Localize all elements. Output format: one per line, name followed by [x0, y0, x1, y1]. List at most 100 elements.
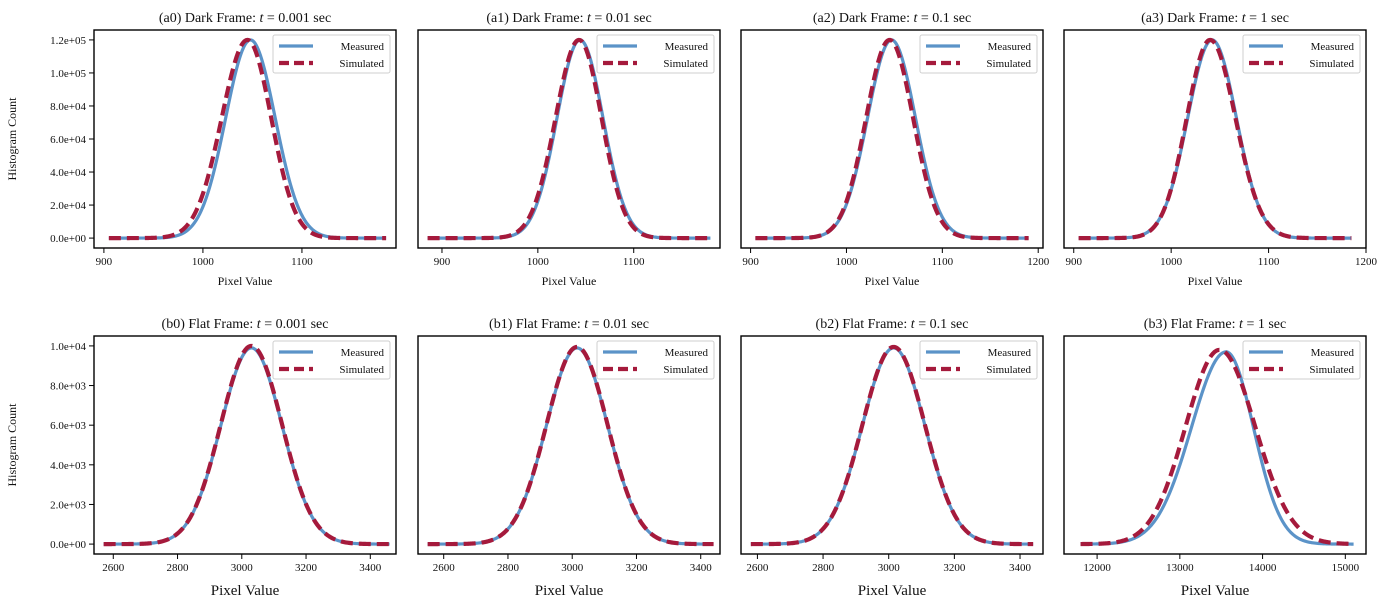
legend-label-measured: Measured [341, 347, 385, 359]
x-tick-label: 1200 [1027, 256, 1050, 268]
legend: Measured Simulated [596, 34, 715, 74]
x-tick-label: 1100 [1258, 256, 1280, 268]
legend-label-measured: Measured [1311, 347, 1355, 359]
legend: Measured Simulated [919, 340, 1038, 380]
x-tick-label: 2800 [497, 562, 520, 574]
series-simulated [102, 343, 391, 547]
y-tick-label: 1.2e+05 [50, 35, 86, 47]
chart-title: (b1) Flat Frame: t = 0.01 sec [489, 317, 649, 332]
x-tick-label: 3200 [625, 562, 648, 574]
x-tick-label: 1000 [835, 256, 858, 268]
x-tick-label: 900 [434, 256, 451, 268]
x-tick-label: 12000 [1083, 562, 1111, 574]
x-tick-label: 3000 [878, 562, 901, 574]
x-tick-label: 3200 [943, 562, 966, 574]
x-tick-label: 3400 [1009, 562, 1032, 574]
legend: Measured Simulated [1242, 34, 1361, 74]
x-tick-label: 15000 [1332, 562, 1360, 574]
x-tick-label: 1000 [192, 256, 215, 268]
x-tick-label: 900 [96, 256, 113, 268]
x-tick-label: 1100 [291, 256, 313, 268]
axes-frame [1063, 335, 1367, 555]
x-tick-label: 2800 [167, 562, 190, 574]
x-tick-label: 3400 [690, 562, 713, 574]
legend-label-simulated: Simulated [1309, 58, 1354, 70]
legend-label-measured: Measured [988, 41, 1032, 53]
y-tick-label: 0.0e+00 [50, 539, 86, 551]
series-measured [108, 38, 387, 240]
x-tick-label: 3000 [231, 562, 254, 574]
series-simulated [426, 37, 712, 241]
y-tick-label: 4.0e+03 [50, 460, 86, 472]
y-tick-label: 1.0e+05 [50, 68, 86, 80]
axes-frame [740, 29, 1044, 249]
series-measured [1078, 38, 1352, 240]
y-tick-label: 1.0e+04 [50, 341, 86, 353]
x-axis-label: Pixel Value [1188, 274, 1243, 288]
axes-frame [417, 29, 721, 249]
chart-title: (a2) Dark Frame: t = 0.1 sec [813, 11, 971, 26]
series-simulated [754, 37, 1030, 241]
legend-label-simulated: Simulated [986, 364, 1031, 376]
legend-label-simulated: Simulated [986, 58, 1031, 70]
x-tick-label: 13000 [1166, 562, 1194, 574]
y-tick-label: 2.0e+03 [50, 499, 86, 511]
axes-frame [740, 335, 1044, 555]
legend-label-simulated: Simulated [339, 364, 384, 376]
y-tick-label: 6.0e+03 [50, 420, 86, 432]
x-axis-label: Pixel Value [858, 583, 927, 599]
axes-frame [1063, 29, 1367, 249]
x-axis-label: Pixel Value [542, 274, 597, 288]
legend-label-measured: Measured [665, 41, 709, 53]
chart-title: (b0) Flat Frame: t = 0.001 sec [162, 317, 329, 332]
x-axis-label: Pixel Value [1181, 583, 1250, 599]
x-tick-label: 3200 [295, 562, 318, 574]
series-simulated [426, 344, 715, 547]
legend: Measured Simulated [1242, 340, 1361, 380]
x-axis-label: Pixel Value [535, 583, 604, 599]
x-tick-label: 1200 [1355, 256, 1378, 268]
legend: Measured Simulated [596, 340, 715, 380]
legend: Measured Simulated [919, 34, 1038, 74]
y-tick-label: 4.0e+04 [50, 167, 86, 179]
series-simulated [107, 37, 388, 241]
x-tick-label: 3400 [359, 562, 382, 574]
series-measured [1079, 350, 1355, 546]
series-measured [427, 346, 715, 546]
axes-frame [417, 335, 721, 555]
x-tick-label: 1100 [623, 256, 645, 268]
x-tick-label: 2600 [433, 562, 456, 574]
series-measured [754, 38, 1030, 240]
legend-label-simulated: Simulated [663, 58, 708, 70]
x-tick-label: 14000 [1249, 562, 1277, 574]
y-tick-label: 2.0e+04 [50, 200, 86, 212]
legend-label-measured: Measured [1311, 41, 1355, 53]
legend-label-simulated: Simulated [339, 58, 384, 70]
y-tick-label: 0.0e+00 [50, 233, 86, 245]
legend-label-simulated: Simulated [663, 364, 708, 376]
x-tick-label: 1000 [527, 256, 550, 268]
series-measured [750, 346, 1034, 546]
x-tick-label: 2600 [746, 562, 769, 574]
legend-label-measured: Measured [988, 347, 1032, 359]
series-simulated [1077, 37, 1353, 241]
legend-label-measured: Measured [665, 347, 709, 359]
y-axis-label: Histogram Count [5, 97, 19, 181]
chart-title: (b2) Flat Frame: t = 0.1 sec [816, 317, 969, 332]
legend-label-measured: Measured [341, 41, 385, 53]
series-simulated [1079, 347, 1355, 547]
x-tick-label: 3000 [561, 562, 584, 574]
y-tick-label: 8.0e+04 [50, 101, 86, 113]
x-axis-label: Pixel Value [865, 274, 920, 288]
x-tick-label: 2600 [102, 562, 125, 574]
y-axis-label: Histogram Count [5, 403, 19, 487]
x-axis-label: Pixel Value [218, 274, 273, 288]
x-tick-label: 2800 [812, 562, 835, 574]
